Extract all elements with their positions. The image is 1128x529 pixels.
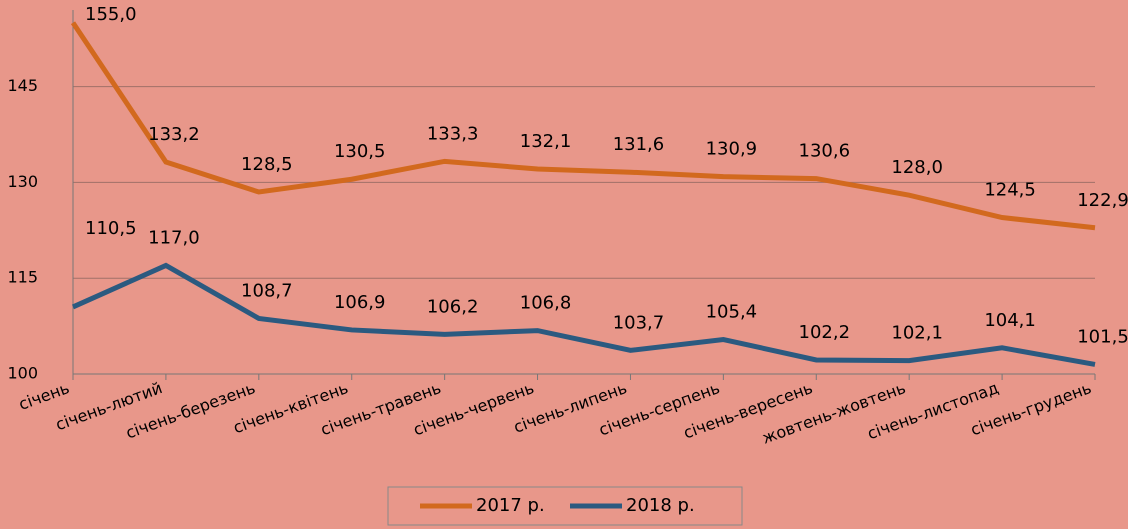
data-label: 106,2 bbox=[427, 296, 479, 317]
data-label: 131,6 bbox=[613, 134, 665, 155]
data-label: 106,9 bbox=[334, 292, 386, 313]
data-label: 108,7 bbox=[241, 280, 293, 301]
line-series bbox=[70, 21, 1096, 231]
data-label: 132,1 bbox=[520, 131, 572, 152]
data-label: 102,2 bbox=[799, 322, 851, 343]
legend-label: 2018 р. bbox=[626, 495, 695, 516]
data-label: 128,5 bbox=[241, 154, 293, 175]
data-label: 101,5 bbox=[1077, 326, 1128, 347]
data-label: 155,0 bbox=[85, 4, 137, 25]
line-series bbox=[71, 262, 1096, 367]
data-label: 110,5 bbox=[85, 218, 137, 239]
y-tick-label: 130 bbox=[7, 172, 38, 191]
data-label: 106,8 bbox=[520, 293, 572, 314]
data-label: 130,6 bbox=[799, 141, 851, 162]
data-label: 133,3 bbox=[427, 123, 479, 144]
data-label: 104,1 bbox=[984, 310, 1036, 331]
legend-box bbox=[387, 486, 743, 526]
x-tick-label: січень bbox=[16, 378, 72, 414]
y-tick-label: 115 bbox=[7, 268, 38, 287]
data-label: 130,9 bbox=[706, 139, 758, 160]
data-label: 103,7 bbox=[613, 312, 665, 333]
y-tick-label: 145 bbox=[7, 76, 38, 95]
legend: 2017 р. 2018 р. bbox=[387, 486, 743, 526]
data-label: 102,1 bbox=[891, 323, 943, 344]
data-label: 122,9 bbox=[1077, 190, 1128, 211]
y-tick-label: 100 bbox=[7, 364, 38, 383]
data-label: 133,2 bbox=[148, 124, 200, 145]
data-label: 128,0 bbox=[891, 157, 943, 178]
legend-label: 2017 р. bbox=[476, 495, 545, 516]
data-label: 117,0 bbox=[148, 227, 200, 248]
data-label: 105,4 bbox=[706, 302, 758, 323]
data-label: 124,5 bbox=[984, 180, 1036, 201]
data-label: 130,5 bbox=[334, 141, 386, 162]
